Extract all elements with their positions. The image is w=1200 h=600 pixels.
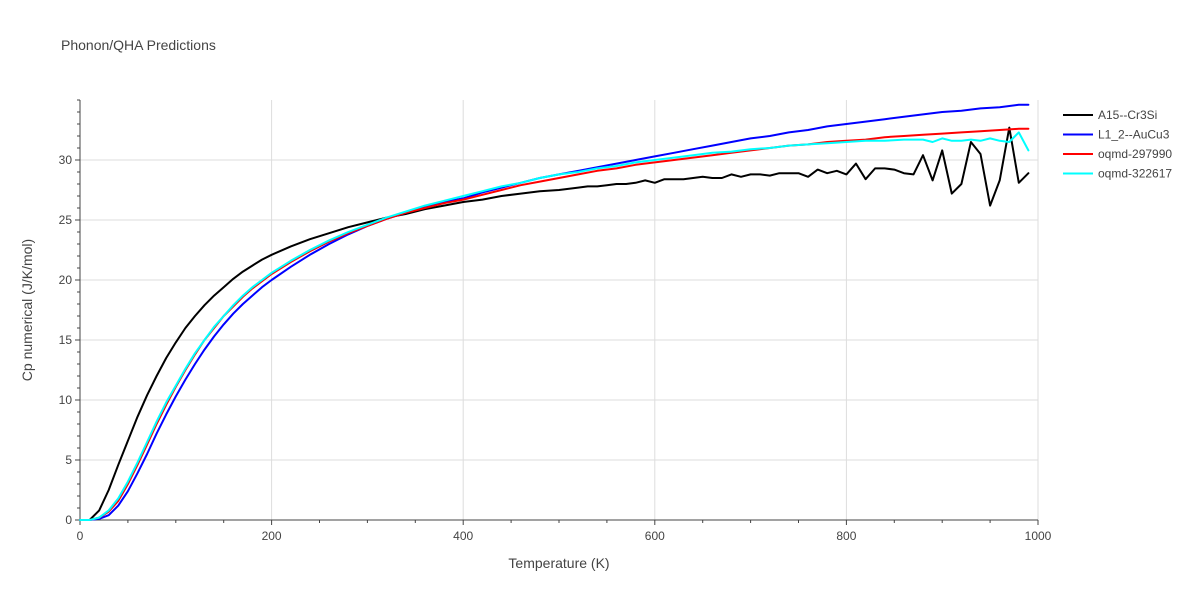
series-line-4 (79, 131, 1030, 521)
legend-label: L1_2--AuCu3 (1098, 128, 1170, 142)
series-line-3 (79, 127, 1030, 521)
legend-label: oqmd-297990 (1098, 147, 1172, 161)
x-tick-label: 200 (262, 529, 282, 543)
series-group (79, 103, 1030, 521)
x-tick-label: 1000 (1025, 529, 1052, 543)
y-tick-label: 5 (65, 453, 72, 467)
chart-title: Phonon/QHA Predictions (61, 37, 216, 53)
series-line-1 (79, 126, 1030, 521)
y-axis-title: Cp numerical (J/K/mol) (19, 239, 35, 381)
legend-label: oqmd-322617 (1098, 167, 1172, 181)
y-tick-label: 20 (59, 273, 73, 287)
y-tick-label: 25 (59, 213, 73, 227)
y-tick-label: 0 (65, 513, 72, 527)
legend-item[interactable]: L1_2--AuCu3 (1063, 128, 1170, 142)
y-tick-label: 10 (59, 393, 73, 407)
legend-item[interactable]: oqmd-322617 (1063, 167, 1172, 181)
y-tick-label: 30 (59, 153, 73, 167)
legend-item[interactable]: A15--Cr3Si (1063, 108, 1157, 122)
x-tick-label: 600 (645, 529, 665, 543)
legend[interactable]: A15--Cr3Si L1_2--AuCu3 oqmd-297990 oqmd-322… (1063, 108, 1172, 181)
x-tick-label: 400 (453, 529, 473, 543)
legend-item[interactable]: oqmd-297990 (1063, 147, 1172, 161)
axes: 0 200 400 600 800 1000 0 5 10 15 20 25 30 (59, 99, 1052, 543)
y-tick-label: 15 (59, 333, 73, 347)
series-line-2 (79, 103, 1030, 521)
x-tick-label: 0 (77, 529, 84, 543)
x-axis-title: Temperature (K) (508, 555, 609, 571)
legend-label: A15--Cr3Si (1098, 108, 1157, 122)
x-tick-label: 800 (836, 529, 856, 543)
grid (80, 100, 1039, 520)
